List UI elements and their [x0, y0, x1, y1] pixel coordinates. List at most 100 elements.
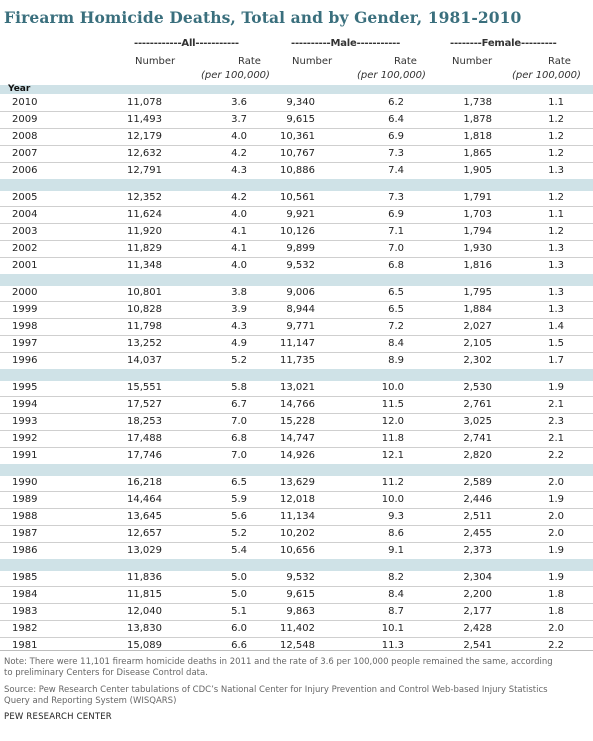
cell-all-rate: 4.1 [231, 243, 247, 254]
cell-female-number: 1,816 [463, 260, 492, 271]
cell-year: 1987 [12, 528, 38, 539]
cell-year: 2000 [12, 287, 38, 298]
group-header-all: ------------All----------- [134, 38, 239, 49]
cell-female-number: 1,865 [463, 148, 492, 159]
cell-all-number: 13,830 [127, 623, 162, 634]
cell-female-number: 2,200 [463, 589, 492, 600]
cell-all-rate: 5.2 [231, 355, 247, 366]
cell-all-rate: 3.7 [231, 114, 247, 125]
table-row: 2006 12,791 4.3 10,886 7.4 1,905 1.3 [0, 162, 593, 179]
cell-all-number: 15,089 [127, 640, 162, 651]
cell-year: 1986 [12, 545, 38, 556]
row-divider [0, 525, 593, 526]
cell-female-rate: 1.1 [548, 97, 564, 108]
cell-male-number: 10,202 [280, 528, 315, 539]
cell-year: 2004 [12, 209, 38, 220]
cell-male-number: 15,228 [280, 416, 315, 427]
cell-female-number: 3,025 [463, 416, 492, 427]
cell-male-rate: 7.1 [388, 226, 404, 237]
cell-female-rate: 1.8 [548, 589, 564, 600]
cell-all-rate: 6.6 [231, 640, 247, 651]
section-band [0, 369, 593, 381]
cell-female-rate: 1.9 [548, 572, 564, 583]
cell-female-number: 2,741 [463, 433, 492, 444]
cell-all-number: 11,815 [127, 589, 162, 600]
cell-male-number: 10,767 [280, 148, 315, 159]
cell-all-number: 12,632 [127, 148, 162, 159]
group-header-female: --------Female--------- [450, 38, 557, 49]
table-row: 1985 11,836 5.0 9,532 8.2 2,304 1.9 [0, 569, 593, 586]
page-title: Firearm Homicide Deaths, Total and by Ge… [4, 8, 522, 27]
cell-all-rate: 5.1 [231, 606, 247, 617]
source-line-2: Query and Reporting System (WISQARS) [4, 695, 177, 706]
cell-all-rate: 3.9 [231, 304, 247, 315]
cell-year: 2003 [12, 226, 38, 237]
year-header-label: Year [8, 84, 31, 94]
cell-all-rate: 6.5 [231, 477, 247, 488]
col-header-all-rate: Rate [238, 56, 261, 67]
table-row: 1998 11,798 4.3 9,771 7.2 2,027 1.4 [0, 318, 593, 335]
cell-female-rate: 1.9 [548, 494, 564, 505]
cell-year: 1990 [12, 477, 38, 488]
row-divider [0, 542, 593, 543]
cell-male-number: 9,921 [286, 209, 315, 220]
cell-female-number: 1,818 [463, 131, 492, 142]
cell-female-number: 2,589 [463, 477, 492, 488]
cell-all-rate: 5.2 [231, 528, 247, 539]
cell-female-rate: 1.2 [548, 114, 564, 125]
cell-female-rate: 1.3 [548, 243, 564, 254]
table-row: 1996 14,037 5.2 11,735 8.9 2,302 1.7 [0, 352, 593, 369]
cell-all-rate: 7.0 [231, 416, 247, 427]
col-header-male-rate-unit: (per 100,000) [357, 70, 426, 81]
note-line-2: to preliminary Centers for Disease Contr… [4, 667, 208, 678]
cell-all-rate: 4.3 [231, 165, 247, 176]
cell-male-rate: 7.3 [388, 148, 404, 159]
cell-male-rate: 7.4 [388, 165, 404, 176]
table-row: 1987 12,657 5.2 10,202 8.6 2,455 2.0 [0, 525, 593, 542]
cell-all-number: 14,464 [127, 494, 162, 505]
row-divider [0, 335, 593, 336]
cell-male-rate: 8.2 [388, 572, 404, 583]
cell-male-number: 9,615 [286, 114, 315, 125]
cell-year: 1984 [12, 589, 38, 600]
table-row: 1981 15,089 6.6 12,548 11.3 2,541 2.2 [0, 637, 593, 654]
cell-male-number: 14,926 [280, 450, 315, 461]
table-row: 1990 16,218 6.5 13,629 11.2 2,589 2.0 [0, 474, 593, 491]
cell-all-number: 11,493 [127, 114, 162, 125]
cell-all-number: 17,527 [127, 399, 162, 410]
cell-male-rate: 6.2 [388, 97, 404, 108]
cell-male-rate: 6.9 [388, 209, 404, 220]
cell-year: 1991 [12, 450, 38, 461]
cell-female-number: 1,791 [463, 192, 492, 203]
row-divider [0, 603, 593, 604]
cell-year: 2008 [12, 131, 38, 142]
cell-all-number: 13,252 [127, 338, 162, 349]
cell-male-number: 10,126 [280, 226, 315, 237]
row-divider [0, 145, 593, 146]
col-header-female-number: Number [452, 56, 493, 67]
cell-female-rate: 2.3 [548, 416, 564, 427]
cell-male-rate: 10.0 [381, 494, 404, 505]
cell-year: 1981 [12, 640, 38, 651]
table-row: 1995 15,551 5.8 13,021 10.0 2,530 1.9 [0, 379, 593, 396]
table-row: 1982 13,830 6.0 11,402 10.1 2,428 2.0 [0, 620, 593, 637]
table-row: 2007 12,632 4.2 10,767 7.3 1,865 1.2 [0, 145, 593, 162]
cell-all-rate: 4.0 [231, 209, 247, 220]
cell-female-number: 2,027 [463, 321, 492, 332]
source-line-1: Source: Pew Research Center tabulations … [4, 685, 548, 695]
cell-year: 1996 [12, 355, 38, 366]
cell-male-rate: 6.9 [388, 131, 404, 142]
cell-male-number: 12,018 [280, 494, 315, 505]
cell-year: 1992 [12, 433, 38, 444]
cell-male-number: 9,532 [286, 572, 315, 583]
cell-male-number: 11,147 [280, 338, 315, 349]
section-band [0, 179, 593, 191]
cell-female-rate: 2.0 [548, 511, 564, 522]
cell-female-number: 2,105 [463, 338, 492, 349]
cell-male-rate: 6.4 [388, 114, 404, 125]
cell-all-rate: 4.1 [231, 226, 247, 237]
cell-year: 1989 [12, 494, 38, 505]
cell-male-rate: 6.5 [388, 287, 404, 298]
cell-male-number: 10,361 [280, 131, 315, 142]
cell-male-rate: 8.6 [388, 528, 404, 539]
